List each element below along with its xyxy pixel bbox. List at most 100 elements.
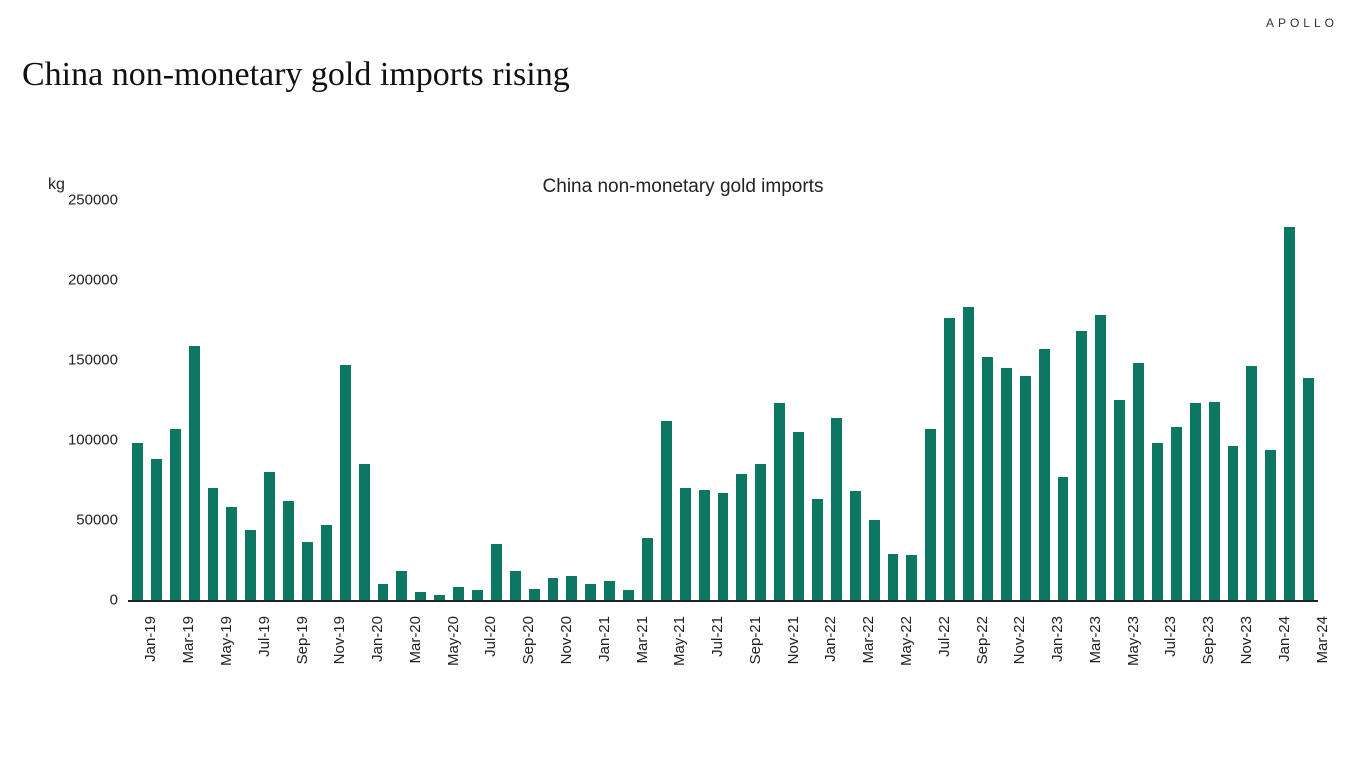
bar [906, 555, 917, 600]
bar [1171, 427, 1182, 600]
x-tick-label: Jul-21 [709, 616, 726, 657]
x-tick-label: Nov-20 [558, 616, 575, 664]
x-tick-label: Nov-22 [1011, 616, 1028, 664]
x-tick-label: Jan-19 [142, 616, 159, 662]
bar [226, 507, 237, 600]
bar [831, 418, 842, 600]
x-tick-label: Jan-20 [369, 616, 386, 662]
bar [1001, 368, 1012, 600]
x-tick-label: Mar-23 [1087, 616, 1104, 664]
x-tick-label: Mar-24 [1314, 616, 1331, 664]
x-tick-label: Jan-24 [1276, 616, 1293, 662]
x-tick-label: Jul-20 [482, 616, 499, 657]
x-tick-label: Jul-22 [936, 616, 953, 657]
y-tick-label: 150000 [68, 352, 118, 369]
x-tick-label: May-22 [898, 616, 915, 666]
x-tick-label: May-20 [445, 616, 462, 666]
chart-title: China non-monetary gold imports [0, 176, 1366, 198]
bar [302, 542, 313, 600]
bar [378, 584, 389, 600]
y-tick-label: 100000 [68, 432, 118, 449]
x-tick-label: May-21 [671, 616, 688, 666]
x-tick-label: Nov-19 [331, 616, 348, 664]
x-tick-label: Nov-23 [1238, 616, 1255, 664]
x-tick-label: Jan-22 [822, 616, 839, 662]
bar [566, 576, 577, 600]
x-tick-label: Sep-23 [1200, 616, 1217, 664]
bar [151, 459, 162, 600]
bar [170, 429, 181, 600]
bar [774, 403, 785, 600]
y-tick-label: 200000 [68, 272, 118, 289]
x-tick-label: Jul-23 [1162, 616, 1179, 657]
bar [661, 421, 672, 600]
x-tick-label: Sep-22 [974, 616, 991, 664]
y-tick-label: 50000 [76, 512, 118, 529]
page-title: China non-monetary gold imports rising [22, 56, 570, 94]
x-tick-label: Sep-21 [747, 616, 764, 664]
x-tick-label: Jan-21 [596, 616, 613, 662]
bar [1058, 477, 1069, 600]
bar [1190, 403, 1201, 600]
x-tick-label: Mar-19 [180, 616, 197, 664]
x-axis-line [128, 600, 1318, 602]
x-tick-label: Mar-21 [634, 616, 651, 664]
x-tick-label: Nov-21 [785, 616, 802, 664]
bar [1095, 315, 1106, 600]
y-tick-label: 250000 [68, 192, 118, 209]
y-axis-unit: kg [48, 176, 65, 194]
x-tick-label: Jul-19 [256, 616, 273, 657]
bar [793, 432, 804, 600]
bar [415, 592, 426, 600]
bar [944, 318, 955, 600]
bar [1246, 366, 1257, 600]
x-tick-label: Mar-20 [407, 616, 424, 664]
bar [1133, 363, 1144, 600]
bar [585, 584, 596, 600]
chart-plot-area [128, 200, 1318, 600]
bar [642, 538, 653, 600]
bar [340, 365, 351, 600]
bar [264, 472, 275, 600]
bar [925, 429, 936, 600]
brand-logo: APOLLO [1266, 16, 1338, 30]
bar [604, 581, 615, 600]
bar [472, 590, 483, 600]
bar [812, 499, 823, 600]
bar [1114, 400, 1125, 600]
y-tick-label: 0 [110, 592, 118, 609]
bar [189, 346, 200, 600]
bar [1303, 378, 1314, 600]
bar [132, 443, 143, 600]
bar [1209, 402, 1220, 600]
bar [453, 587, 464, 600]
bar [1284, 227, 1295, 600]
bar [396, 571, 407, 600]
bar [755, 464, 766, 600]
x-tick-label: Jan-23 [1049, 616, 1066, 662]
bar [680, 488, 691, 600]
bar [359, 464, 370, 600]
bar [699, 490, 710, 600]
bar [718, 493, 729, 600]
bar [245, 530, 256, 600]
bar [1228, 446, 1239, 600]
x-axis-labels: Jan-19 Mar-19 May-19 Jul-19 Sep-19 Nov-19 Jan-… [128, 610, 1318, 730]
bar [1020, 376, 1031, 600]
bar [963, 307, 974, 600]
bar [491, 544, 502, 600]
bar [869, 520, 880, 600]
bar [982, 357, 993, 600]
x-tick-label: Sep-19 [294, 616, 311, 664]
x-tick-label: May-19 [218, 616, 235, 666]
bar [529, 589, 540, 600]
x-tick-label: May-23 [1125, 616, 1142, 666]
bar [548, 578, 559, 600]
bar [208, 488, 219, 600]
bar [1039, 349, 1050, 600]
slide-canvas: { "brand": "APOLLO", "page_title": "Chin… [0, 0, 1366, 768]
bar [736, 474, 747, 600]
bar [1265, 450, 1276, 600]
bar [321, 525, 332, 600]
bar [283, 501, 294, 600]
